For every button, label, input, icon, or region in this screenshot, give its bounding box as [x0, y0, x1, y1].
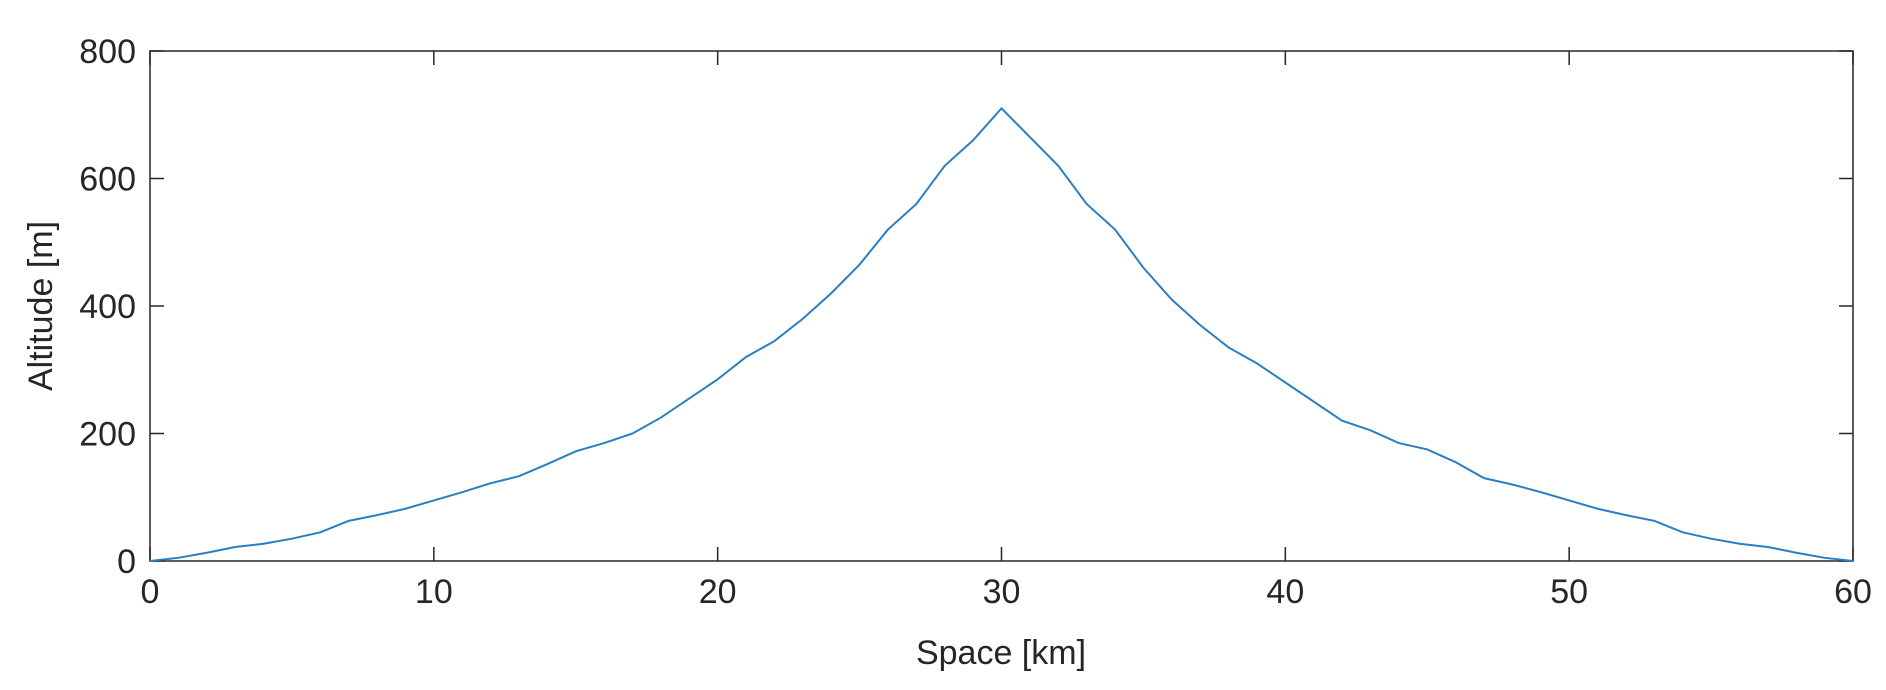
y-tick-label: 400 — [79, 288, 136, 326]
x-tick-label: 30 — [983, 573, 1021, 611]
axes-box — [149, 50, 1854, 562]
x-tick-label: 10 — [415, 573, 453, 611]
y-axis-label: Altitude [m] — [22, 221, 60, 391]
x-axis-label: Space [km] — [916, 634, 1086, 672]
data-line — [149, 106, 1854, 562]
y-tick-label: 0 — [117, 543, 136, 581]
y-tick-label: 800 — [79, 33, 136, 71]
y-tick-label: 600 — [79, 161, 136, 199]
x-tick-label: 60 — [1834, 573, 1872, 611]
x-tick-label: 40 — [1266, 573, 1304, 611]
x-tick-label: 50 — [1550, 573, 1588, 611]
x-tick-label: 20 — [699, 573, 737, 611]
y-tick-label: 200 — [79, 416, 136, 454]
x-tick-label: 0 — [141, 573, 160, 611]
